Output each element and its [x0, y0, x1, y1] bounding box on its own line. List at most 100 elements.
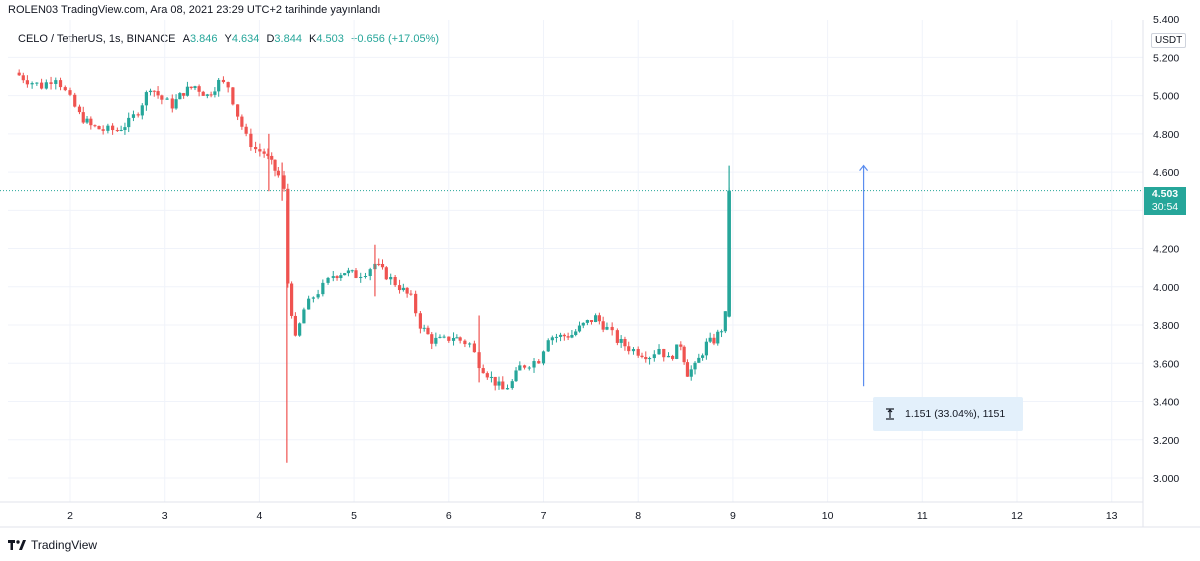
candle-body — [343, 273, 347, 276]
candle-body — [326, 277, 330, 283]
candle-body — [262, 151, 266, 154]
candle-body — [119, 129, 123, 131]
candle-body — [558, 334, 563, 337]
time-tick-label: 6 — [446, 510, 452, 522]
time-axis: 2 3 4 5 6 7 8 9 10 11 12 13 — [67, 510, 1118, 522]
candle-body — [623, 339, 627, 347]
candle-body — [497, 381, 501, 386]
candle-body — [249, 133, 253, 148]
candle-body — [226, 82, 230, 88]
measure-arrowhead — [859, 164, 869, 171]
candle-body — [156, 91, 160, 96]
change-value: +0.656 (+17.05%) — [350, 33, 440, 45]
candle-body — [666, 355, 671, 358]
candle-body — [493, 376, 497, 386]
candle-body — [39, 82, 44, 89]
candle-body — [273, 159, 277, 171]
currency-unit-badge[interactable]: USDT — [1151, 33, 1187, 48]
candle-body — [468, 343, 472, 345]
candle-body — [111, 125, 115, 131]
candle-body — [597, 315, 601, 322]
open-label: A — [182, 33, 190, 45]
candle-body — [566, 336, 570, 338]
candle-body — [447, 336, 451, 341]
candle-body — [472, 343, 476, 353]
time-tick-label: 5 — [351, 510, 357, 522]
brand-name: TradingView — [31, 538, 98, 552]
candle-body — [589, 320, 594, 323]
candle-body — [182, 93, 186, 96]
candle-body — [682, 346, 686, 363]
candle-body — [501, 381, 505, 390]
candle-body — [389, 277, 393, 280]
candle-body — [700, 355, 705, 358]
candle-body — [354, 270, 358, 278]
candle-body — [458, 337, 462, 341]
tradingview-logo-icon — [8, 540, 26, 550]
candle-body — [697, 357, 701, 363]
candle-body — [209, 94, 213, 96]
candle-body — [106, 125, 110, 131]
time-tick-label: 12 — [1011, 510, 1023, 522]
candle-body — [140, 105, 144, 116]
candle-body — [393, 277, 397, 286]
candle-body — [689, 369, 693, 377]
high-value: 4.634 — [231, 33, 260, 45]
candle-body — [619, 339, 623, 343]
price-axis: 3.0003.2003.4003.6003.8004.0004.2004.400… — [1153, 14, 1179, 485]
time-tick-label: 4 — [256, 510, 262, 522]
candle-body — [77, 106, 82, 113]
candle-body — [518, 365, 522, 371]
low-label: D — [266, 33, 275, 45]
symbol-legend: CELO / TetherUS, 1s, BINANCE A3.846 Y4.6… — [18, 33, 439, 45]
candle-body — [505, 388, 510, 390]
candle-body — [54, 80, 58, 84]
measure-arrow — [859, 164, 869, 387]
candle-body — [321, 282, 325, 295]
candle-body — [723, 311, 727, 332]
candle-body — [282, 175, 286, 189]
candle-body — [671, 355, 675, 359]
price-tick-label: 3.800 — [1153, 320, 1179, 332]
candles — [17, 69, 731, 463]
candle-body — [293, 315, 297, 336]
measure-range-icon — [886, 408, 894, 420]
candle-body — [716, 331, 720, 344]
time-tick-label: 13 — [1106, 510, 1118, 522]
time-tick-label: 11 — [917, 510, 928, 522]
time-tick-label: 2 — [67, 510, 73, 522]
candle-body — [422, 327, 426, 329]
candle-body — [148, 90, 153, 93]
tradingview-brand: TradingView — [8, 538, 97, 552]
candle-body — [316, 294, 320, 298]
candle-body — [93, 125, 97, 127]
candle-body — [68, 90, 72, 95]
candle-body — [554, 336, 559, 338]
candle-body — [178, 93, 182, 100]
candle-body — [85, 118, 89, 123]
candle-body — [438, 336, 442, 338]
candle-body — [585, 320, 589, 323]
candle-body — [727, 190, 731, 317]
time-tick-label: 8 — [635, 510, 641, 522]
candle-body — [363, 276, 368, 278]
candle-body — [286, 188, 290, 284]
candle-body — [693, 362, 697, 370]
candle-body — [346, 270, 351, 274]
candle-body — [217, 79, 221, 92]
candle-body — [541, 351, 546, 364]
candle-body — [30, 83, 34, 85]
price-tick-label: 3.000 — [1153, 473, 1179, 485]
candle-body — [405, 287, 409, 294]
price-tick-label: 3.400 — [1153, 397, 1179, 409]
candle-body — [289, 283, 294, 316]
candle-body — [165, 98, 169, 100]
candle-body — [570, 334, 574, 338]
candle-body — [335, 276, 339, 279]
chart-grid — [8, 20, 1143, 502]
candle-body — [221, 79, 226, 83]
symbol-name[interactable]: CELO / TetherUS, 1s, BINANCE — [18, 33, 176, 45]
candle-body — [350, 270, 354, 272]
candle-body — [266, 153, 270, 156]
